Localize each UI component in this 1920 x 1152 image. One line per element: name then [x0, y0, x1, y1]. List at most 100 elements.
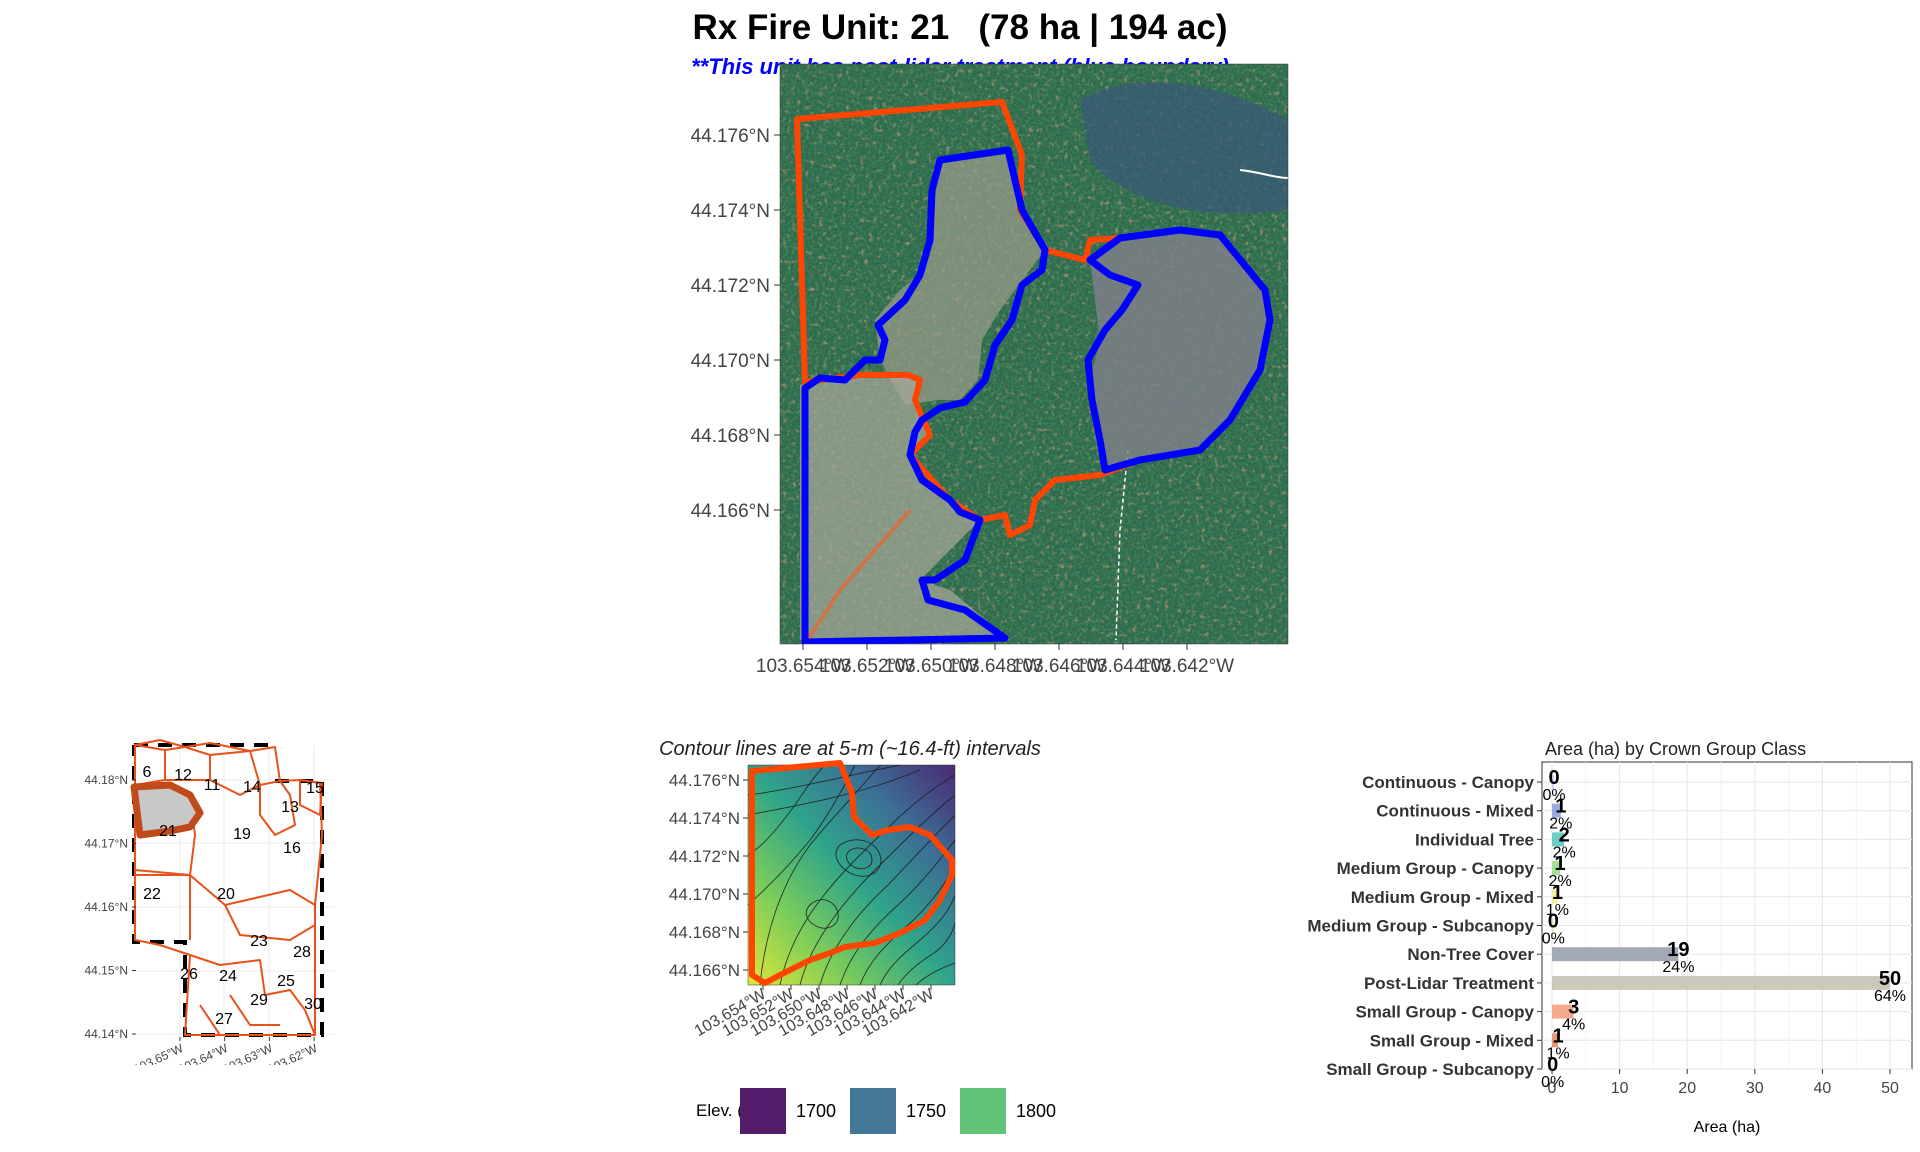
locator-unit-label: 21: [159, 823, 177, 840]
main-x-tick-label: 103.652°W: [820, 656, 914, 677]
locator-map: 6 12 11 14 13 15 21 19 16 22 20 23 28 26 24 25 29 30 27 44…: [85, 735, 350, 1065]
locator-selected-unit: [130, 781, 204, 839]
locator-y-tick-label: 44.18°N: [85, 773, 129, 787]
main-x-tick-label: 103.644°W: [1076, 656, 1170, 677]
bar: [1552, 861, 1561, 876]
main-x-tick-label: 103.646°W: [1012, 656, 1106, 677]
main-y-tick-label: 44.174°N: [691, 201, 770, 222]
locator-unit-label: 20: [217, 886, 235, 903]
bar: [1552, 803, 1561, 818]
bar-percent-label: 24%: [1662, 959, 1694, 976]
contour-y-tick-label: 44.168°N: [669, 923, 740, 942]
locator-unit-label: 25: [277, 973, 295, 990]
legend-swatch: [960, 1088, 1006, 1134]
main-y-tick-label: 44.168°N: [691, 426, 770, 447]
locator-unit-label: 23: [250, 933, 268, 950]
x-tick-label: 10: [1611, 1080, 1629, 1097]
bar: [1552, 975, 1890, 990]
contour-y-tick-label: 44.176°N: [669, 771, 740, 790]
locator-y-tick-label: 44.14°N: [85, 1027, 129, 1041]
bar: [1552, 832, 1565, 847]
locator-unit-label: 12: [174, 767, 192, 784]
contour-y-tick-label: 44.172°N: [669, 847, 740, 866]
contour-x-axis: 103.654°W103.652°W103.650°W103.648°W103.…: [692, 985, 938, 1040]
contour-y-tick-label: 44.170°N: [669, 885, 740, 904]
imagery-layer: [780, 64, 1288, 644]
locator-unit-label: 29: [250, 992, 268, 1009]
locator-unit-label: 13: [281, 799, 299, 816]
bar-value-label: 1: [1555, 796, 1566, 818]
bar-value-label: 19: [1667, 939, 1689, 961]
locator-y-tick-label: 44.16°N: [85, 900, 129, 914]
category-label: Continuous - Mixed: [1376, 802, 1534, 821]
category-label: Small Group - Mixed: [1370, 1031, 1534, 1050]
value-axis: 0 10 20 30 40 50: [1548, 1069, 1899, 1097]
bar-percent-label: 64%: [1874, 988, 1906, 1005]
locator-unit-label: 26: [180, 966, 198, 983]
main-map-y-axis: 44.176°N 44.174°N 44.172°N 44.170°N 44.168°N…: [691, 126, 780, 522]
category-label: Continuous - Canopy: [1362, 773, 1534, 792]
x-tick-label: 0: [1548, 1080, 1557, 1097]
crown-group-bar-chart: Area (ha) by Crown Group Class 00%12%22%…: [1307, 739, 1913, 1136]
legend-label: 1700: [796, 1101, 836, 1121]
locator-unit-label: 19: [233, 826, 251, 843]
locator-unit-label: 22: [143, 886, 161, 903]
contour-y-tick-label: 44.166°N: [669, 961, 740, 980]
contour-unit-boundary: [749, 760, 955, 986]
legend-swatch: [850, 1088, 896, 1134]
main-map-x-axis: 103.654°W103.652°W103.650°W103.648°W103.…: [756, 644, 1234, 677]
locator-unit-label: 28: [293, 944, 311, 961]
elevation-legend: Elev. (m) 1700 1750 1800: [696, 1088, 1056, 1134]
bar-percent-label: 1%: [1547, 1045, 1570, 1062]
locator-unit-label: 27: [215, 1011, 233, 1028]
locator-unit-label: 14: [243, 779, 261, 796]
treatment-boundary-east: [1084, 226, 1274, 474]
main-x-tick-label: 103.650°W: [884, 656, 978, 677]
bar-percent-label: 4%: [1562, 1017, 1585, 1034]
legend-label: 1800: [1016, 1101, 1056, 1121]
main-y-tick-label: 44.172°N: [691, 276, 770, 297]
bar: [1552, 947, 1679, 962]
bar-value-label: 0: [1547, 1054, 1558, 1076]
bar-value-label: 1: [1555, 853, 1566, 875]
chart-title: Area (ha) by Crown Group Class: [1545, 739, 1806, 759]
main-y-tick-label: 44.176°N: [691, 126, 770, 147]
category-label: Non-Tree Cover: [1407, 945, 1534, 964]
main-x-tick-label: 103.642°W: [1140, 656, 1234, 677]
bar: [1552, 1033, 1559, 1048]
category-label: Small Group - Canopy: [1355, 1003, 1534, 1022]
bar: [1552, 918, 1554, 933]
locator-y-axis: 44.18°N 44.17°N 44.16°N 44.15°N 44.14°N: [85, 773, 136, 1041]
locator-unit-label: 30: [304, 996, 322, 1013]
contour-map: Contour lines are at 5-m (~16.4-ft) inte…: [659, 738, 1056, 1134]
category-label: Medium Group - Canopy: [1337, 859, 1535, 878]
page-title: Rx Fire Unit: 21 (78 ha | 194 ac): [692, 8, 1228, 47]
locator-y-tick-label: 44.17°N: [85, 837, 129, 851]
contour-title: Contour lines are at 5-m (~16.4-ft) inte…: [659, 738, 1041, 760]
x-tick-label: 40: [1814, 1080, 1832, 1097]
bar: [1552, 889, 1558, 904]
bar-value-label: 0: [1548, 767, 1559, 789]
locator-unit-labels: 6 12 11 14 13 15 21 19 16 22 20 23 28 26 24 25 29 30 27: [143, 764, 324, 1028]
x-tick-label: 30: [1746, 1080, 1764, 1097]
locator-unit-outlines: [134, 739, 323, 1036]
category-label: Medium Group - Mixed: [1351, 888, 1534, 907]
bar: [1552, 1004, 1574, 1019]
bar-percent-label: 2%: [1549, 873, 1572, 890]
category-label: Individual Tree: [1415, 830, 1534, 849]
category-label: Post-Lidar Treatment: [1364, 974, 1534, 993]
legend-swatch: [740, 1088, 786, 1134]
locator-unit-label: 15: [306, 780, 324, 797]
locator-unit-label: 16: [283, 840, 301, 857]
category-label: Medium Group - Subcanopy: [1307, 917, 1534, 936]
contour-y-axis: 44.176°N 44.174°N 44.172°N 44.170°N 44.168°N…: [669, 771, 748, 980]
x-axis-title: Area (ha): [1694, 1119, 1761, 1136]
main-x-tick-label: 103.648°W: [948, 656, 1042, 677]
locator-y-tick-label: 44.15°N: [85, 964, 129, 978]
contour-lines: [748, 765, 955, 985]
locator-unit-label: 6: [143, 764, 152, 781]
main-y-tick-label: 44.166°N: [691, 501, 770, 522]
bar-value-label: 1: [1553, 1025, 1564, 1047]
